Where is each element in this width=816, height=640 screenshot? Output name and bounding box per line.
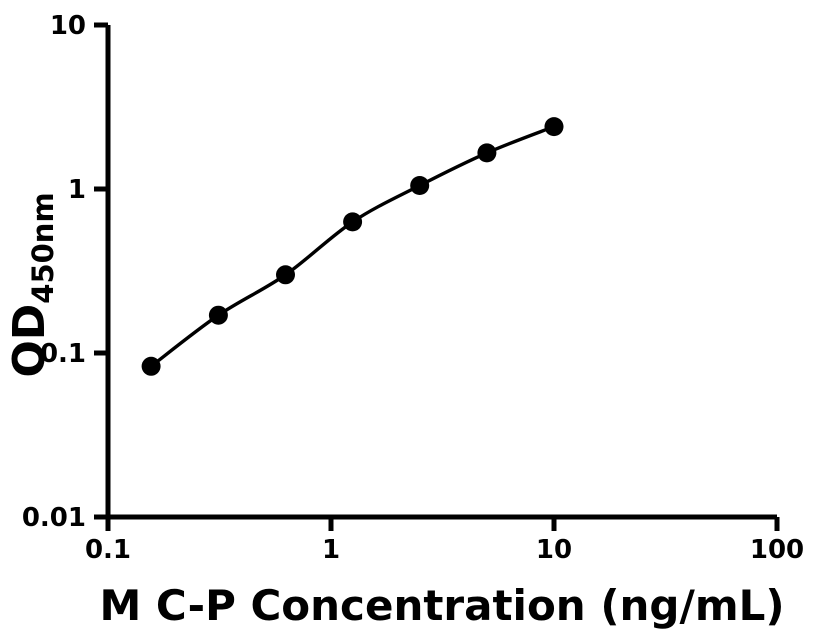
- data-point-marker: [410, 176, 430, 195]
- data-point-marker: [276, 265, 295, 285]
- y-axis-tick-labels: 0.01 0.1 1 10: [22, 11, 86, 533]
- data-points: [141, 117, 564, 376]
- standard-curve-line: [149, 124, 556, 368]
- y-tick-label: 10: [50, 11, 86, 41]
- data-point-marker: [477, 143, 497, 163]
- y-axis-title-subscript: 450nm: [26, 192, 60, 303]
- y-tick-label: 1: [68, 175, 86, 205]
- x-axis-title: M C-P Concentration (ng/mL): [99, 581, 784, 630]
- x-tick-label: 100: [750, 535, 804, 565]
- data-point-marker: [343, 212, 363, 232]
- y-axis-title-main: OD: [4, 304, 55, 378]
- x-axis-tick-labels: 0.1 1 10 100: [85, 535, 804, 565]
- y-axis: [94, 22, 111, 520]
- y-tick-label: 0.01: [22, 503, 86, 533]
- y-axis-title: OD450nm: [4, 192, 60, 377]
- y-tick-label: 0.1: [40, 339, 86, 369]
- x-axis: [105, 514, 780, 531]
- x-tick-label: 0.1: [85, 535, 131, 565]
- data-point-marker: [141, 356, 161, 376]
- data-point-marker: [544, 117, 564, 137]
- data-point-marker: [208, 305, 228, 325]
- x-tick-label: 10: [536, 535, 572, 565]
- x-tick-label: 1: [322, 535, 340, 565]
